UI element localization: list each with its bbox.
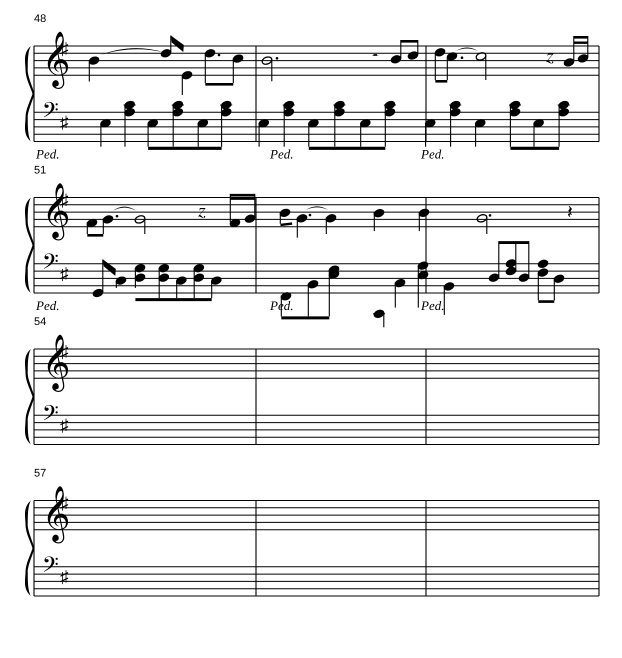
svg-text:♯: ♯ — [60, 416, 69, 435]
svg-text:Ped.: Ped. — [269, 298, 293, 313]
svg-text:𝄽: 𝄽 — [567, 203, 573, 224]
svg-text:𝄢: 𝄢 — [42, 249, 59, 279]
svg-text:♯: ♯ — [60, 265, 69, 284]
svg-text:48: 48 — [34, 13, 46, 25]
svg-text:𝄢: 𝄢 — [42, 401, 59, 431]
svg-text:𝆎: 𝆎 — [197, 200, 206, 222]
svg-text:𝄢: 𝄢 — [42, 552, 59, 582]
svg-text:𝆎: 𝆎 — [545, 45, 554, 67]
svg-text:Ped.: Ped. — [420, 298, 444, 313]
svg-text:Ped.: Ped. — [35, 147, 59, 162]
svg-text:♯: ♯ — [60, 343, 69, 362]
svg-text:♯: ♯ — [60, 40, 69, 59]
svg-text:51: 51 — [34, 165, 46, 177]
svg-text:𝄢: 𝄢 — [42, 98, 59, 128]
svg-text:57: 57 — [34, 468, 46, 480]
svg-text:Ped.: Ped. — [420, 147, 444, 162]
svg-text:Ped.: Ped. — [35, 298, 59, 313]
svg-text:♯: ♯ — [60, 191, 69, 210]
svg-text:♯: ♯ — [60, 113, 69, 132]
svg-text:𝄼: 𝄼 — [372, 47, 379, 66]
svg-text:♯: ♯ — [60, 494, 69, 513]
svg-text:54: 54 — [34, 316, 46, 328]
svg-text:♯: ♯ — [60, 568, 69, 587]
svg-text:Ped.: Ped. — [269, 147, 293, 162]
